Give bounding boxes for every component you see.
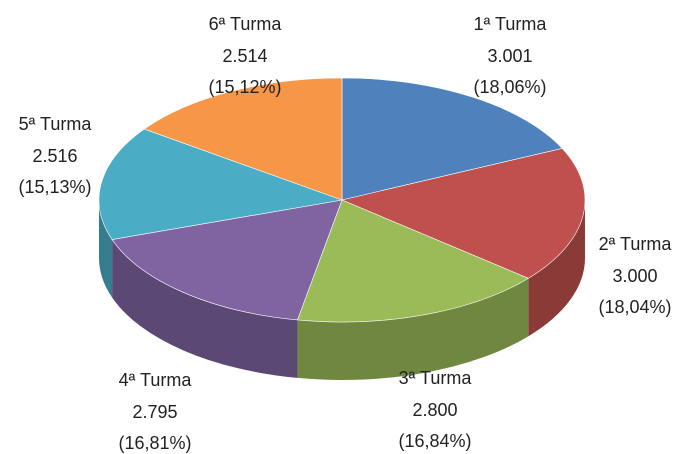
slice	[341, 148, 586, 279]
data-label-name: 5ª Turma	[19, 114, 93, 134]
slice-side	[99, 200, 113, 298]
data-label-value: 2.516	[32, 146, 77, 166]
data-label-value: 3.001	[487, 46, 532, 66]
data-label-value: 2.514	[222, 46, 267, 66]
data-label-percent: (18,06%)	[473, 77, 546, 97]
data-label-name: 6ª Turma	[209, 14, 283, 34]
slice-side	[528, 200, 585, 337]
data-label-percent: (16,81%)	[118, 433, 191, 453]
data-label-name: 2ª Turma	[599, 234, 673, 254]
slice	[111, 199, 343, 321]
slice-side	[112, 239, 298, 378]
slice	[341, 77, 563, 201]
data-label-percent: (16,84%)	[398, 431, 471, 451]
data-label-value: 2.800	[412, 400, 457, 420]
data-label-value: 2.795	[132, 402, 177, 422]
slice	[297, 199, 529, 323]
data-label-name: 3ª Turma	[399, 368, 473, 388]
data-label-percent: (18,04%)	[598, 297, 671, 317]
data-label-value: 3.000	[612, 266, 657, 286]
data-label-percent: (15,12%)	[208, 77, 281, 97]
slice	[143, 77, 343, 201]
slice	[98, 128, 344, 240]
data-label-percent: (15,13%)	[18, 177, 91, 197]
data-label-name: 4ª Turma	[119, 370, 193, 390]
data-label-name: 1ª Turma	[474, 14, 548, 34]
